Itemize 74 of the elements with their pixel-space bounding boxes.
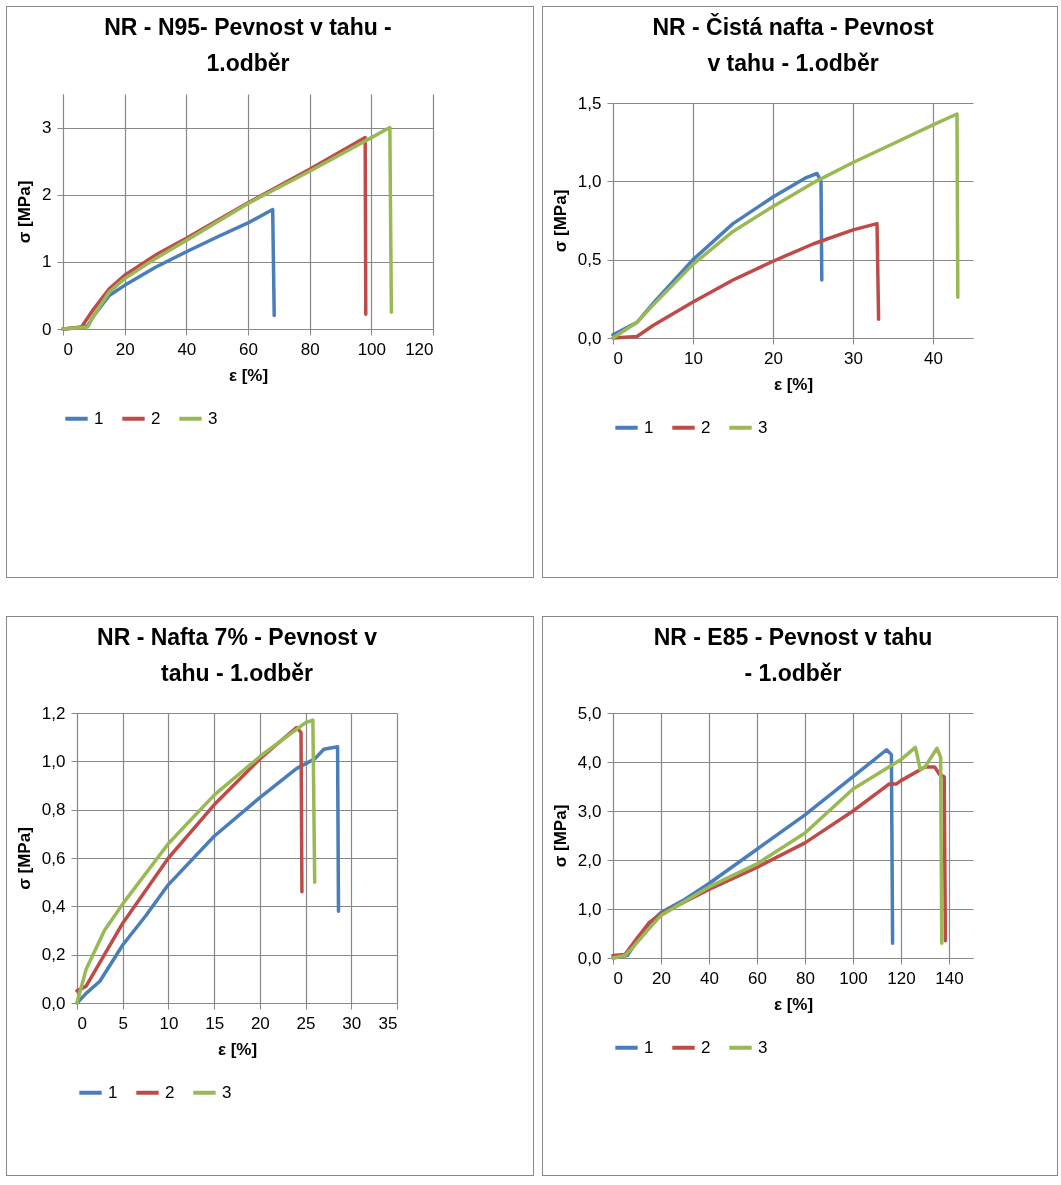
x-axis-title: ε [%] [217, 1039, 258, 1059]
legend-label: 2 [701, 417, 711, 437]
x-tick-label: 60 [239, 339, 258, 359]
legend-label: 1 [94, 408, 104, 428]
x-tick-label: 40 [177, 339, 197, 359]
y-tick-label: 0,0 [577, 948, 602, 968]
y-tick-label: 0,6 [41, 848, 66, 868]
legend-label: 1 [644, 1037, 654, 1057]
legend-label: 3 [208, 408, 218, 428]
legend-label: 2 [151, 408, 161, 428]
legend-label: 1 [644, 417, 654, 437]
y-tick-label: 2,0 [577, 850, 602, 870]
y-axis-title: σ [MPa] [550, 804, 570, 868]
x-tick-label: 5 [118, 1013, 128, 1033]
y-axis-title: σ [MPa] [14, 827, 34, 890]
y-tick-label: 0,4 [41, 896, 66, 916]
legend-label: 3 [758, 1037, 768, 1057]
x-tick-label: 20 [115, 339, 135, 359]
x-tick-label: 0 [77, 1013, 87, 1033]
x-tick-label: 20 [652, 968, 671, 988]
legend-label: 3 [758, 417, 768, 437]
y-tick-label: 0,0 [577, 328, 602, 348]
x-tick-label: 35 [378, 1013, 398, 1033]
x-tick-label: 20 [250, 1013, 270, 1033]
x-tick-label: 140 [935, 968, 964, 988]
y-tick-label: 2 [42, 185, 52, 205]
y-tick-label: 5,0 [577, 703, 602, 723]
x-tick-label: 80 [300, 339, 320, 359]
y-tick-label: 1,0 [577, 171, 602, 191]
chart-title: NR - E85 - Pevnost v tahu - 1.odběr [653, 624, 933, 686]
x-tick-label: 10 [159, 1013, 179, 1033]
x-axis-title: ε [%] [228, 365, 269, 385]
chart-title: NR - Nafta 7% - Pevnost v tahu - 1.odběr [97, 624, 378, 686]
y-tick-label: 1,0 [41, 751, 66, 771]
x-tick-label: 10 [684, 348, 703, 368]
y-tick-label: 0 [42, 319, 52, 339]
y-tick-label: 4,0 [577, 752, 602, 772]
legend-label: 1 [108, 1082, 118, 1102]
x-tick-label: 120 [887, 968, 916, 988]
legend-label: 3 [222, 1082, 232, 1102]
chart-title: NR - N95- Pevnost v tahu - 1.odběr [104, 14, 392, 76]
legend-label: 2 [165, 1082, 175, 1102]
y-tick-label: 0,5 [577, 250, 602, 270]
x-tick-label: 40 [700, 968, 719, 988]
y-tick-label: 1,0 [577, 899, 602, 919]
x-tick-label: 25 [296, 1013, 316, 1033]
x-tick-label: 60 [748, 968, 767, 988]
y-tick-label: 1 [42, 252, 52, 272]
legend-label: 2 [701, 1037, 711, 1057]
x-axis-title: ε [%] [773, 994, 814, 1014]
y-tick-label: 0,8 [41, 800, 66, 820]
y-tick-label: 0,0 [41, 993, 66, 1013]
y-tick-label: 1,5 [577, 93, 602, 113]
line-series [611, 112, 960, 340]
x-axis-title: ε [%] [773, 374, 814, 394]
y-tick-label: 3 [42, 118, 52, 138]
x-tick-label: 0 [613, 348, 623, 368]
x-tick-label: 80 [796, 968, 815, 988]
y-tick-label: 1,2 [41, 703, 66, 723]
line-series [611, 221, 881, 340]
y-tick-label: 0,2 [41, 945, 66, 965]
x-tick-label: 20 [764, 348, 783, 368]
y-axis-title: σ [MPa] [550, 189, 570, 253]
x-tick-label: 0 [613, 968, 623, 988]
x-tick-label: 120 [405, 339, 434, 359]
x-tick-label: 30 [844, 348, 863, 368]
y-axis-title: σ [MPa] [15, 180, 35, 244]
x-tick-label: 100 [839, 968, 868, 988]
chart-title: NR - Čistá nafta - Pevnost v tahu - 1.odběr [652, 13, 934, 76]
y-tick-label: 3,0 [577, 801, 602, 821]
x-tick-label: 30 [342, 1013, 362, 1033]
x-tick-label: 40 [924, 348, 943, 368]
x-tick-label: 100 [357, 339, 387, 359]
x-tick-label: 15 [205, 1013, 225, 1033]
